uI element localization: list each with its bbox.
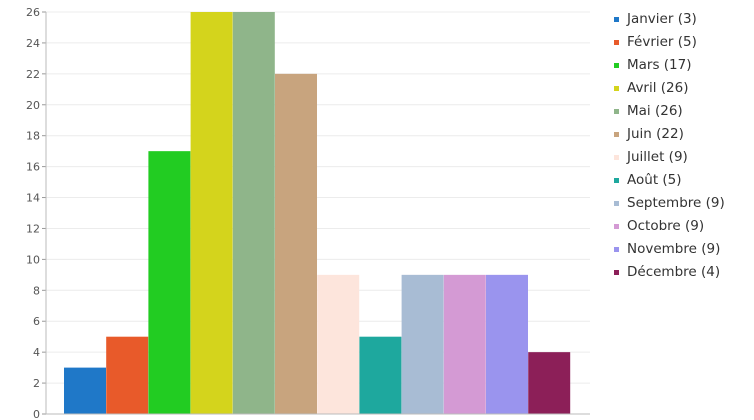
y-tick-label: 4: [33, 346, 40, 359]
legend-label: Juillet (9): [626, 149, 688, 165]
legend-swatch: [614, 201, 619, 206]
legend-label: Février (5): [627, 34, 697, 50]
legend-swatch: [614, 132, 619, 137]
bar-avril: [190, 12, 233, 414]
bar-février: [106, 336, 149, 414]
bar-septembre: [401, 274, 444, 414]
bar-mai: [232, 12, 275, 414]
legend-swatch: [614, 155, 619, 160]
y-tick-label: 18: [26, 130, 40, 143]
bar-octobre: [443, 274, 486, 414]
y-tick-label: 10: [26, 253, 40, 266]
y-tick-label: 16: [26, 161, 40, 174]
bar-décembre: [528, 352, 571, 414]
legend-label: Novembre (9): [627, 241, 720, 257]
legend-label: Mai (26): [627, 103, 683, 119]
bar-janvier: [64, 367, 106, 414]
legend-swatch: [614, 63, 619, 68]
bars: [64, 12, 571, 414]
axes: [42, 11, 590, 415]
legend-label: Août (5): [627, 172, 682, 188]
bar-août: [359, 336, 402, 414]
legend-label: Juin (22): [626, 126, 684, 142]
legend-swatch: [614, 224, 619, 229]
legend-swatch: [614, 270, 619, 275]
y-tick-label: 22: [26, 68, 40, 81]
legend-swatch: [614, 17, 619, 22]
legend-label: Octobre (9): [627, 218, 704, 234]
legend-label: Janvier (3): [626, 11, 697, 27]
bar-novembre: [486, 274, 528, 414]
legend: Janvier (3) Février (5) Mars (17) Avril (26…: [614, 11, 725, 280]
legend-swatch: [614, 109, 619, 114]
legend-swatch: [614, 86, 619, 91]
legend-swatch: [614, 247, 619, 252]
legend-label: Septembre (9): [627, 195, 725, 211]
legend-swatch: [614, 178, 619, 183]
bar-juin: [275, 73, 317, 414]
y-tick-label: 0: [33, 408, 40, 420]
bar-juillet: [317, 274, 360, 414]
y-tick-label: 24: [26, 37, 40, 50]
y-tick-label: 6: [33, 315, 40, 328]
legend-label: Mars (17): [627, 57, 692, 73]
legend-label: Avril (26): [627, 80, 689, 96]
y-tick-label: 8: [33, 284, 40, 297]
y-tick-label: 14: [26, 192, 40, 205]
legend-swatch: [614, 40, 619, 45]
bar-mars: [148, 151, 191, 414]
y-tick-label: 20: [26, 99, 40, 112]
y-tick-label: 26: [26, 6, 40, 19]
y-tick-label: 2: [33, 377, 40, 390]
legend-label: Décembre (4): [627, 264, 720, 280]
y-tick-label: 12: [26, 222, 40, 235]
